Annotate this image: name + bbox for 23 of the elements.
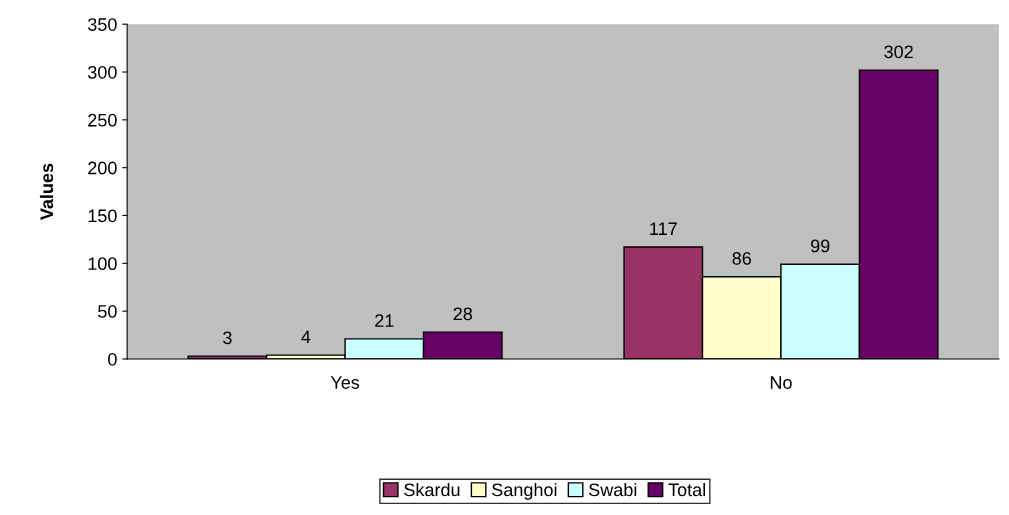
data-label: 117 — [650, 222, 677, 235]
y-tick-label: 150 — [88, 209, 117, 223]
y-axis-title: Values — [39, 163, 54, 221]
data-label: 99 — [811, 239, 830, 253]
data-label: 86 — [732, 252, 751, 265]
y-tick-label: 0 — [108, 352, 117, 366]
y-tick-label: 50 — [98, 305, 117, 318]
y-tick-label: 350 — [87, 18, 117, 31]
x-tick-label: Yes — [330, 376, 360, 389]
y-tick-label: 100 — [88, 257, 117, 271]
data-label: 21 — [375, 314, 394, 327]
data-label: 302 — [884, 45, 913, 59]
y-tick-label: 300 — [87, 65, 117, 79]
data-label: 3 — [223, 331, 232, 345]
data-label: 4 — [301, 330, 311, 344]
y-tick-label: 250 — [88, 113, 117, 127]
y-tick-label: 200 — [88, 161, 117, 175]
legend-label: Skardu — [404, 482, 460, 497]
legend-label: Total — [668, 482, 706, 497]
legend-label: Sanghoi — [492, 482, 557, 500]
x-tick-label: No — [770, 376, 792, 389]
legend-label: Swabi — [589, 482, 637, 497]
data-label: 28 — [453, 307, 473, 321]
